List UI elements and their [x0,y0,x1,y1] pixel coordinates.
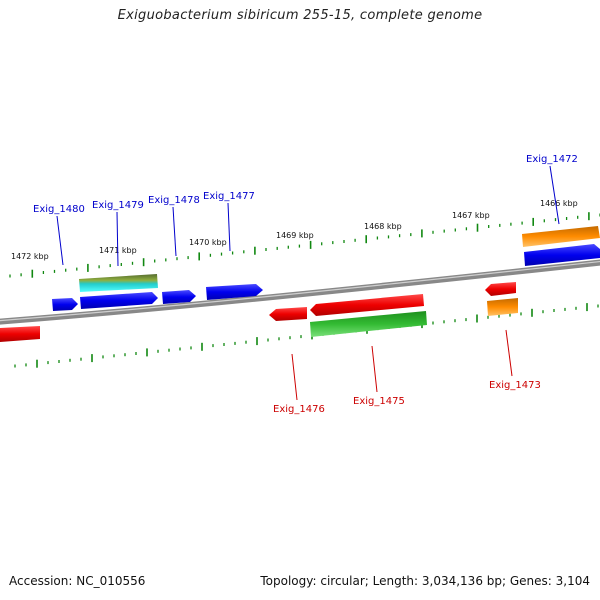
scale-label: 1469 kbp [276,231,314,240]
gene-exig-1480[interactable] [52,298,78,311]
genome-backbone [0,259,600,325]
cds-exig-1473[interactable] [487,298,518,316]
leader-line [227,202,231,252]
gene-exig-1472[interactable] [524,244,600,266]
cds-exig-1479[interactable] [79,274,158,292]
gene-label[interactable]: Exig_1478 [148,195,200,206]
scale-label: 1472 kbp [11,252,49,261]
upper-scale-ticks [9,212,600,278]
scale-label: 1470 kbp [189,238,227,247]
leader-line [172,206,177,257]
gene-exig-1477[interactable] [206,284,263,300]
leader-line [549,165,560,225]
leader-line [291,353,298,401]
gene-label[interactable]: Exig_1480 [33,204,85,215]
gene-exig-1474[interactable] [485,282,516,296]
gene-label[interactable]: Exig_1473 [489,380,541,391]
gene-left-edge[interactable] [0,326,40,342]
cds-exig-1475[interactable] [310,311,427,337]
scale-label: 1468 kbp [364,222,402,231]
leader-line [116,211,119,267]
scale-label: 1467 kbp [452,211,490,220]
gene-labels: Exig_1480 Exig_1479 Exig_1478 Exig_1477 … [33,154,578,415]
accession-label: Accession: NC_010556 [9,574,146,588]
leader-line [56,215,64,266]
scale-label: 1466 kbp [540,199,578,208]
gene-label[interactable]: Exig_1475 [353,396,405,407]
reverse-genes [0,282,516,342]
gene-exig-1476[interactable] [269,307,307,321]
gene-exig-1475[interactable] [310,294,424,316]
gene-label[interactable]: Exig_1477 [203,191,255,202]
gene-label[interactable]: Exig_1476 [273,404,325,415]
cds-exig-1472[interactable] [522,226,600,247]
genome-title: Exiguobacterium sibiricum 255-15, comple… [117,8,483,23]
gene-label[interactable]: Exig_1472 [526,154,578,165]
genome-backbone-highlight [0,260,600,322]
leader-line [371,345,378,393]
genome-summary: Topology: circular; Length: 3,034,136 bp… [260,574,590,588]
leader-line [505,329,513,377]
forward-genes [52,244,600,311]
gene-exig-1479[interactable] [80,292,158,309]
gene-label[interactable]: Exig_1479 [92,200,144,211]
label-leader-lines [56,165,560,401]
gene-exig-1478[interactable] [162,290,196,304]
reverse-cds-features [310,298,518,337]
forward-cds-features [79,226,600,292]
